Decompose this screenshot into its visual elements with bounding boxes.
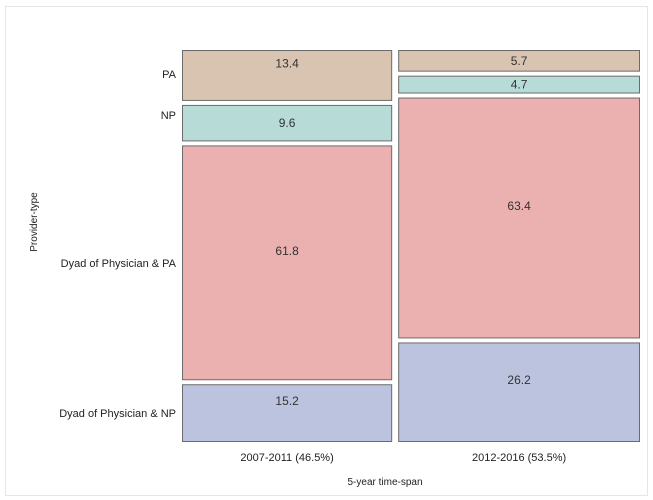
cell-value-label: 15.2: [275, 394, 299, 408]
cell-pa-col-2: [398, 50, 640, 72]
y-label-np: NP: [161, 110, 176, 122]
cell-np-col-1: [182, 104, 393, 142]
cell-pa-col-1: [182, 50, 393, 101]
x-column-labels: 2007-2011 (46.5%) 2012-2016 (53.5%): [240, 452, 566, 464]
cell-value-label: 5.7: [511, 54, 528, 68]
cell-value-label: 13.4: [275, 56, 299, 70]
x-label-col-1: 2007-2011 (46.5%): [240, 452, 333, 464]
y-category-labels: Dyad of Physician & NP Dyad of Physician …: [59, 69, 176, 420]
cell-dyad-of-physician-and-np-col-1: [182, 384, 393, 442]
y-label-dyad-of-physician-and-np: Dyad of Physician & NP: [59, 408, 176, 420]
cell-np-col-2: [398, 75, 640, 94]
mosaic-cells: 15.2 61.8 9.6 13.4 26.2 63.4 4.7 5.7: [182, 50, 640, 442]
x-label-col-2: 2012-2016 (53.5%): [472, 452, 566, 464]
cell-value-label: 63.4: [507, 199, 531, 213]
cell-value-label: 4.7: [511, 78, 528, 92]
y-label-pa: PA: [162, 69, 177, 81]
x-axis-title: 5-year time-span: [347, 477, 422, 488]
cell-dyad-of-physician-and-pa-col-1: [182, 145, 393, 381]
cell-dyad-of-physician-and-pa-col-2: [398, 97, 640, 339]
y-label-dyad-of-physician-and-pa: Dyad of Physician & PA: [61, 258, 177, 270]
y-axis-title: Provider-type: [29, 192, 40, 252]
cell-value-label: 9.6: [279, 116, 296, 130]
cell-value-label: 61.8: [275, 244, 299, 258]
cell-dyad-of-physician-and-np-col-2: [398, 342, 640, 442]
cell-value-label: 26.2: [507, 373, 531, 387]
